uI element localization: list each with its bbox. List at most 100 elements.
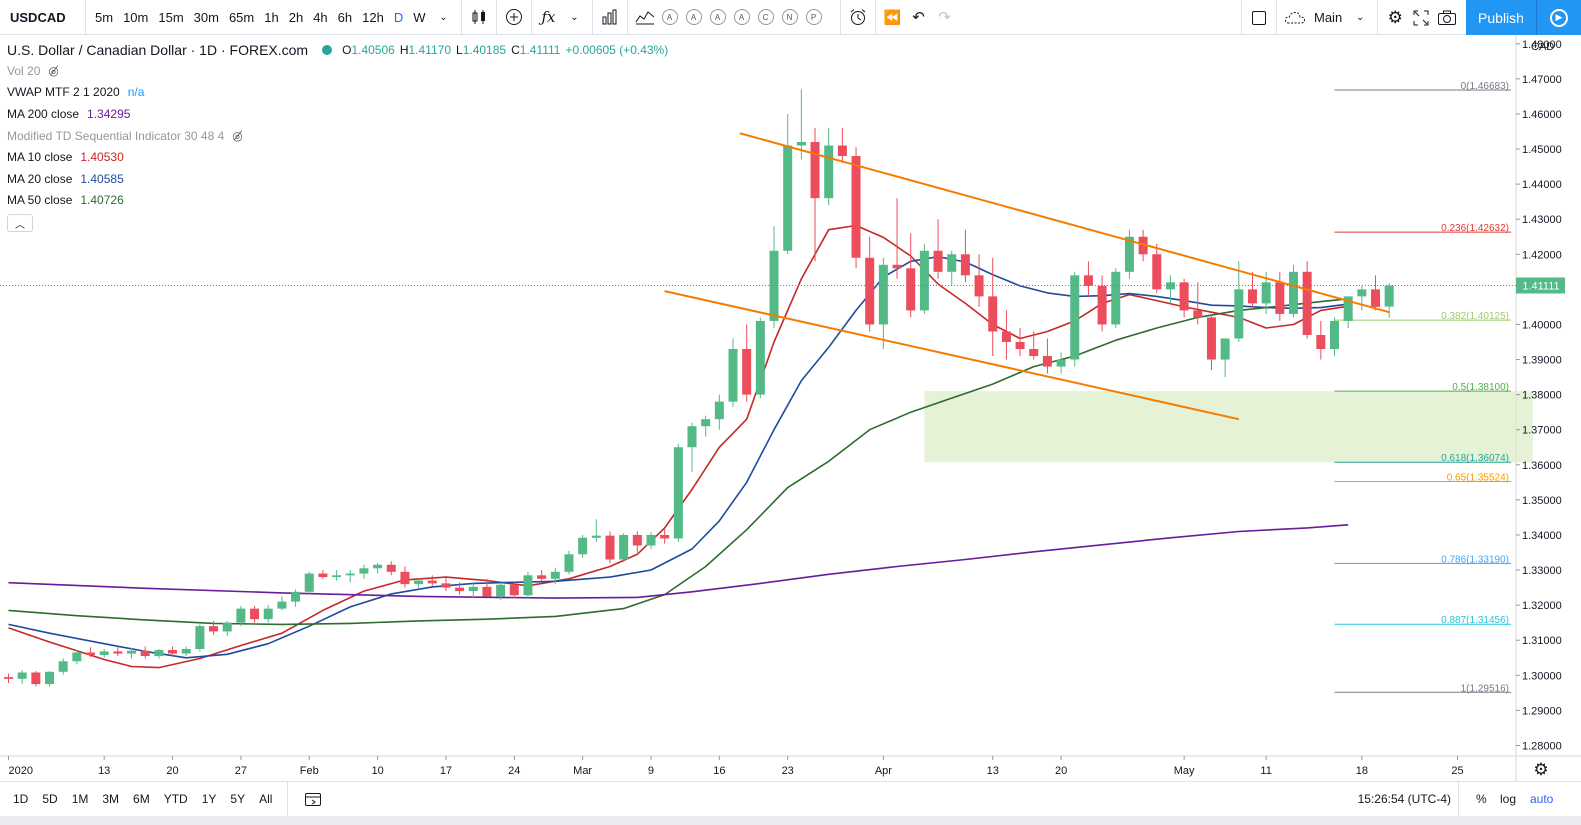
range-ytd[interactable]: YTD xyxy=(163,792,188,806)
tf-12h[interactable]: 12h xyxy=(362,9,384,25)
candle-body xyxy=(892,264,902,269)
candle-body xyxy=(496,584,506,597)
ohlc-open-label: O xyxy=(342,43,352,57)
ohlc-change: +0.00605 (+0.43%) xyxy=(565,43,669,57)
timeframe-dropdown-icon[interactable]: ⌄ xyxy=(439,11,448,23)
indicator-ma10[interactable]: MA 10 close 1.40530 xyxy=(7,146,673,168)
indicators-dropdown-icon[interactable]: ⌄ xyxy=(570,11,579,23)
fib-level-label: 0.618(1.36074) xyxy=(1441,453,1509,464)
compare-add-icon[interactable] xyxy=(501,0,527,35)
indicator-a-button[interactable]: A xyxy=(733,9,750,25)
tf-d[interactable]: D xyxy=(393,9,404,25)
tf-1h[interactable]: 1h xyxy=(264,9,279,25)
indicators-fx-icon[interactable]: ƒx xyxy=(541,8,556,26)
alert-clock-icon[interactable] xyxy=(845,0,871,35)
tf-65m[interactable]: 65m xyxy=(228,9,255,25)
toolbar-divider xyxy=(1276,0,1277,35)
tf-30m[interactable]: 30m xyxy=(193,9,219,25)
series-title[interactable]: U.S. Dollar / Canadian Dollar · 1D · FOR… xyxy=(7,42,309,58)
replay-icon[interactable]: ⏪ xyxy=(883,8,902,25)
candle-body xyxy=(591,535,601,538)
indicator-n-button[interactable]: N xyxy=(781,9,798,25)
indicator-a-button[interactable]: A xyxy=(685,9,702,25)
legend-collapse-button[interactable]: ︿ xyxy=(7,214,33,233)
indicator-ma50[interactable]: MA 50 close 1.40726 xyxy=(7,190,673,212)
candle-body xyxy=(1083,275,1093,286)
log-scale-toggle[interactable]: log xyxy=(1500,792,1517,806)
indicator-p-button[interactable]: P xyxy=(805,9,822,25)
tf-10m[interactable]: 10m xyxy=(123,9,149,25)
candle-body xyxy=(1097,285,1107,325)
range-5y[interactable]: 5Y xyxy=(230,792,246,806)
toolbar-divider xyxy=(287,781,289,817)
percent-scale-toggle[interactable]: % xyxy=(1476,792,1487,806)
price-tick-label: 1.36000 xyxy=(1522,460,1562,472)
time-tick-label: 11 xyxy=(1260,765,1271,777)
price-tick-label: 1.37000 xyxy=(1522,425,1562,437)
range-all[interactable]: All xyxy=(259,792,273,806)
indicator-ma10-value: 1.40530 xyxy=(80,150,124,165)
camera-icon[interactable] xyxy=(1434,0,1460,35)
price-chart[interactable]: 0(1.46683) 0.236(1.42632) 0.382(1.40125) 0.… xyxy=(0,35,1581,781)
indicator-a-button[interactable]: A xyxy=(661,9,678,25)
price-tick-label: 1.32000 xyxy=(1522,600,1562,612)
candle-body xyxy=(1302,271,1312,335)
cloud-icon[interactable] xyxy=(1281,0,1309,35)
fib-level-label: 0(1.46683) xyxy=(1461,81,1509,92)
range-1y[interactable]: 1Y xyxy=(201,792,217,806)
range-5d[interactable]: 5D xyxy=(42,792,58,806)
series-ma10 xyxy=(8,224,1349,669)
eye-hidden-icon[interactable]: ◎̸ xyxy=(48,63,59,78)
indicator-ma20[interactable]: MA 20 close 1.40585 xyxy=(7,168,673,190)
go-to-date-icon[interactable] xyxy=(300,782,326,817)
time-tick-label: 13 xyxy=(987,765,999,777)
price-tick-label: 1.35000 xyxy=(1522,495,1562,507)
range-3m[interactable]: 3M xyxy=(102,792,120,806)
layout-dropdown-icon[interactable]: ⌄ xyxy=(1355,12,1365,23)
indicator-a-button[interactable]: A xyxy=(709,9,726,25)
indicator-vwap[interactable]: VWAP MTF 2 1 2020 n/a xyxy=(7,82,673,104)
top-toolbar: USDCAD 5m 10m 15m 30m 65m 1h 2h 4h 6h 12… xyxy=(0,0,1581,35)
axis-settings-gear-icon[interactable]: ⚙ xyxy=(1533,760,1548,779)
range-1d[interactable]: 1D xyxy=(13,792,29,806)
candle-body xyxy=(851,156,861,258)
fib-level-label: 0.5(1.38100) xyxy=(1452,382,1509,393)
tf-4h[interactable]: 4h xyxy=(313,9,328,25)
undo-icon[interactable]: ↶ xyxy=(912,9,925,26)
time-tick-label: 20 xyxy=(1055,765,1067,777)
candle-body xyxy=(99,651,109,655)
tf-2h[interactable]: 2h xyxy=(288,9,304,25)
tf-6h[interactable]: 6h xyxy=(337,9,353,25)
settings-gear-icon[interactable]: ⚙ xyxy=(1387,7,1403,27)
templates-icon[interactable] xyxy=(632,0,658,35)
indicator-vol[interactable]: Vol 20 ◎̸ xyxy=(7,60,673,82)
eye-hidden-icon[interactable]: ◎̸ xyxy=(232,128,243,143)
publish-button[interactable]: Publish xyxy=(1466,0,1536,35)
indicator-ma200[interactable]: MA 200 close 1.34295 xyxy=(7,103,673,125)
indicator-ma20-value: 1.40585 xyxy=(80,171,124,186)
tf-5m[interactable]: 5m xyxy=(95,9,114,25)
range-6m[interactable]: 6M xyxy=(133,792,150,806)
price-tick-label: 1.34000 xyxy=(1522,530,1562,542)
fullscreen-icon[interactable] xyxy=(1408,0,1434,35)
candle-body xyxy=(154,650,164,657)
auto-scale-toggle[interactable]: auto xyxy=(1530,792,1554,806)
svg-text:⚙: ⚙ xyxy=(1533,760,1548,779)
financials-icon[interactable] xyxy=(597,0,623,35)
fib-level-label: 0.382(1.40125) xyxy=(1441,311,1509,322)
time-tick-label: 13 xyxy=(98,765,110,777)
tf-w[interactable]: W xyxy=(413,9,426,25)
range-1m[interactable]: 1M xyxy=(71,792,89,806)
clock-timezone[interactable]: 15:26:54 (UTC-4) xyxy=(1357,792,1451,806)
candle-body xyxy=(414,580,424,585)
candles-style-icon[interactable] xyxy=(466,0,492,35)
layout-name[interactable]: Main xyxy=(1314,10,1343,25)
candle-body xyxy=(919,250,929,311)
indicator-c-button[interactable]: C xyxy=(757,9,774,25)
play-button[interactable]: ▶ xyxy=(1536,0,1581,35)
indicator-td-sequential[interactable]: Modified TD Sequential Indicator 30 48 4… xyxy=(7,125,673,147)
fullscreen-box-icon[interactable] xyxy=(1246,0,1272,35)
symbol-search[interactable]: USDCAD xyxy=(0,0,86,35)
candle-body xyxy=(113,651,123,654)
tf-15m[interactable]: 15m xyxy=(158,9,184,25)
